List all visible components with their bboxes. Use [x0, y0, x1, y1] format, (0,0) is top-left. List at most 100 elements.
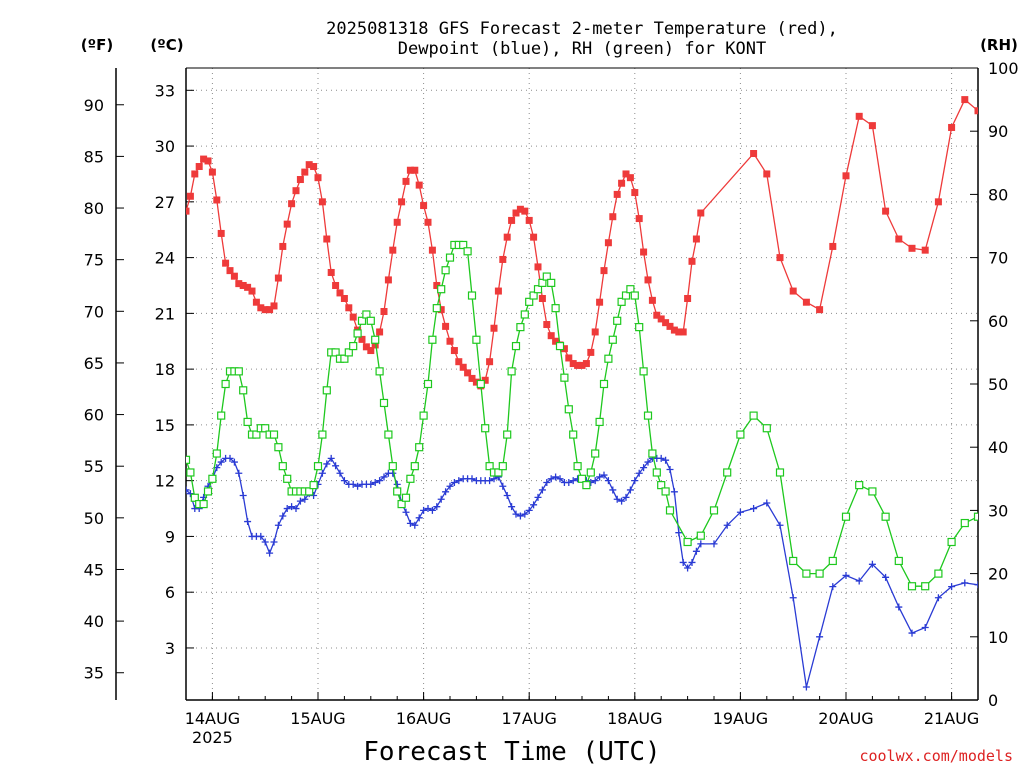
celsius-tick-label: 24: [155, 249, 175, 268]
date-tick-label: 20AUG: [818, 709, 873, 728]
temperature-point: [327, 268, 335, 276]
rh-point: [309, 481, 318, 490]
temperature-point: [226, 267, 234, 275]
temperature-point: [842, 172, 850, 180]
temperature-point: [279, 242, 287, 250]
rh-point: [362, 310, 371, 319]
dewpoint-point: [776, 521, 784, 529]
temperature-point: [816, 306, 824, 314]
date-tick-year-label: 2025: [192, 728, 233, 747]
celsius-tick-label: 33: [155, 81, 175, 100]
temperature-point: [398, 198, 406, 206]
rh-point: [973, 512, 978, 521]
source-credit: coolwx.com/models: [859, 747, 1013, 765]
temperature-point: [384, 276, 392, 284]
dewpoint-point: [336, 469, 344, 477]
temperature-point: [679, 328, 687, 336]
temperature-point: [217, 229, 225, 237]
date-tick-label: 19AUG: [713, 709, 768, 728]
temperature-point: [270, 302, 278, 310]
dewpoint-point: [446, 482, 454, 490]
fahrenheit-tick-label: 40: [84, 612, 104, 631]
temperature-point: [494, 287, 502, 295]
temperature-point: [882, 207, 890, 215]
temperature-point: [248, 287, 256, 295]
temperature-point: [367, 347, 375, 355]
temperature-point: [288, 200, 296, 208]
temperature-point: [420, 202, 428, 210]
dewpoint-point: [274, 521, 282, 529]
fahrenheit-axis-label: (ºF): [81, 36, 113, 54]
temperature-point: [657, 315, 665, 323]
dewpoint-point: [393, 480, 401, 488]
temperature-point: [486, 358, 494, 366]
temperature-point: [591, 328, 599, 336]
temperature-point: [521, 207, 529, 215]
rh-point: [538, 278, 547, 287]
dewpoint-point: [710, 540, 718, 548]
rh-point: [547, 278, 556, 287]
rh-point: [269, 430, 279, 439]
dewpoint-point: [816, 633, 824, 641]
temperature-point: [512, 209, 520, 217]
temperature-point: [318, 198, 326, 206]
rh-point: [564, 405, 573, 414]
temperature-point: [692, 235, 700, 243]
rh-point: [736, 430, 745, 439]
temperature-point: [578, 361, 586, 369]
dewpoint-point: [349, 480, 357, 488]
date-tick-label: 18AUG: [607, 709, 662, 728]
dewpoint-point: [618, 497, 626, 505]
temperature-point: [310, 163, 318, 171]
dewpoint-point: [631, 477, 639, 485]
rh-point: [582, 481, 591, 490]
celsius-tick-label: 15: [155, 416, 175, 435]
dewpoint-point: [600, 471, 608, 479]
temperature-point: [336, 289, 344, 297]
dewpoint-point: [226, 454, 234, 462]
rh-point: [555, 341, 565, 351]
rh-point: [815, 569, 824, 578]
temperature-point: [283, 220, 291, 228]
rh-point: [621, 291, 631, 300]
rh-point: [472, 335, 481, 344]
dewpoint-point: [186, 486, 190, 494]
temperature-point: [402, 177, 410, 185]
temperature-point: [239, 281, 247, 289]
rh-point: [661, 487, 670, 496]
dewpoint-point: [662, 456, 670, 464]
rh-point: [520, 310, 529, 319]
dewpoint-point: [604, 477, 612, 485]
dewpoint-point: [292, 505, 300, 513]
rh-point: [428, 335, 437, 344]
fahrenheit-tick-label: 35: [84, 664, 104, 683]
dewpoint-point: [868, 560, 876, 568]
temperature-point: [340, 294, 348, 302]
dewpoint-point: [552, 473, 560, 481]
dewpoint-point: [666, 466, 674, 474]
temperature-point: [525, 216, 533, 224]
temperature-point: [376, 328, 384, 336]
dewpoint-point: [829, 583, 837, 591]
rh-point: [960, 518, 969, 528]
temperature-point: [257, 304, 265, 312]
dewpoint-point: [279, 512, 287, 520]
rh-point: [208, 474, 217, 483]
rh-point: [278, 462, 287, 471]
dewpoint-point: [684, 564, 692, 572]
temperature-point: [763, 170, 771, 178]
rh-point: [494, 468, 503, 477]
dewpoint-point: [802, 683, 810, 691]
rh-tick-label: 50: [988, 375, 1008, 394]
dewpoint-point: [908, 629, 916, 637]
temperature-point: [186, 192, 194, 200]
dewpoint-point: [283, 505, 291, 513]
temperature-point: [988, 172, 995, 179]
temperature-point: [305, 161, 313, 169]
chart-grid: [186, 68, 978, 700]
fahrenheit-tick-label: 65: [84, 354, 104, 373]
rh-point: [626, 285, 635, 294]
rh-point: [709, 506, 719, 515]
rh-point: [274, 443, 283, 452]
rh-point: [595, 417, 604, 427]
